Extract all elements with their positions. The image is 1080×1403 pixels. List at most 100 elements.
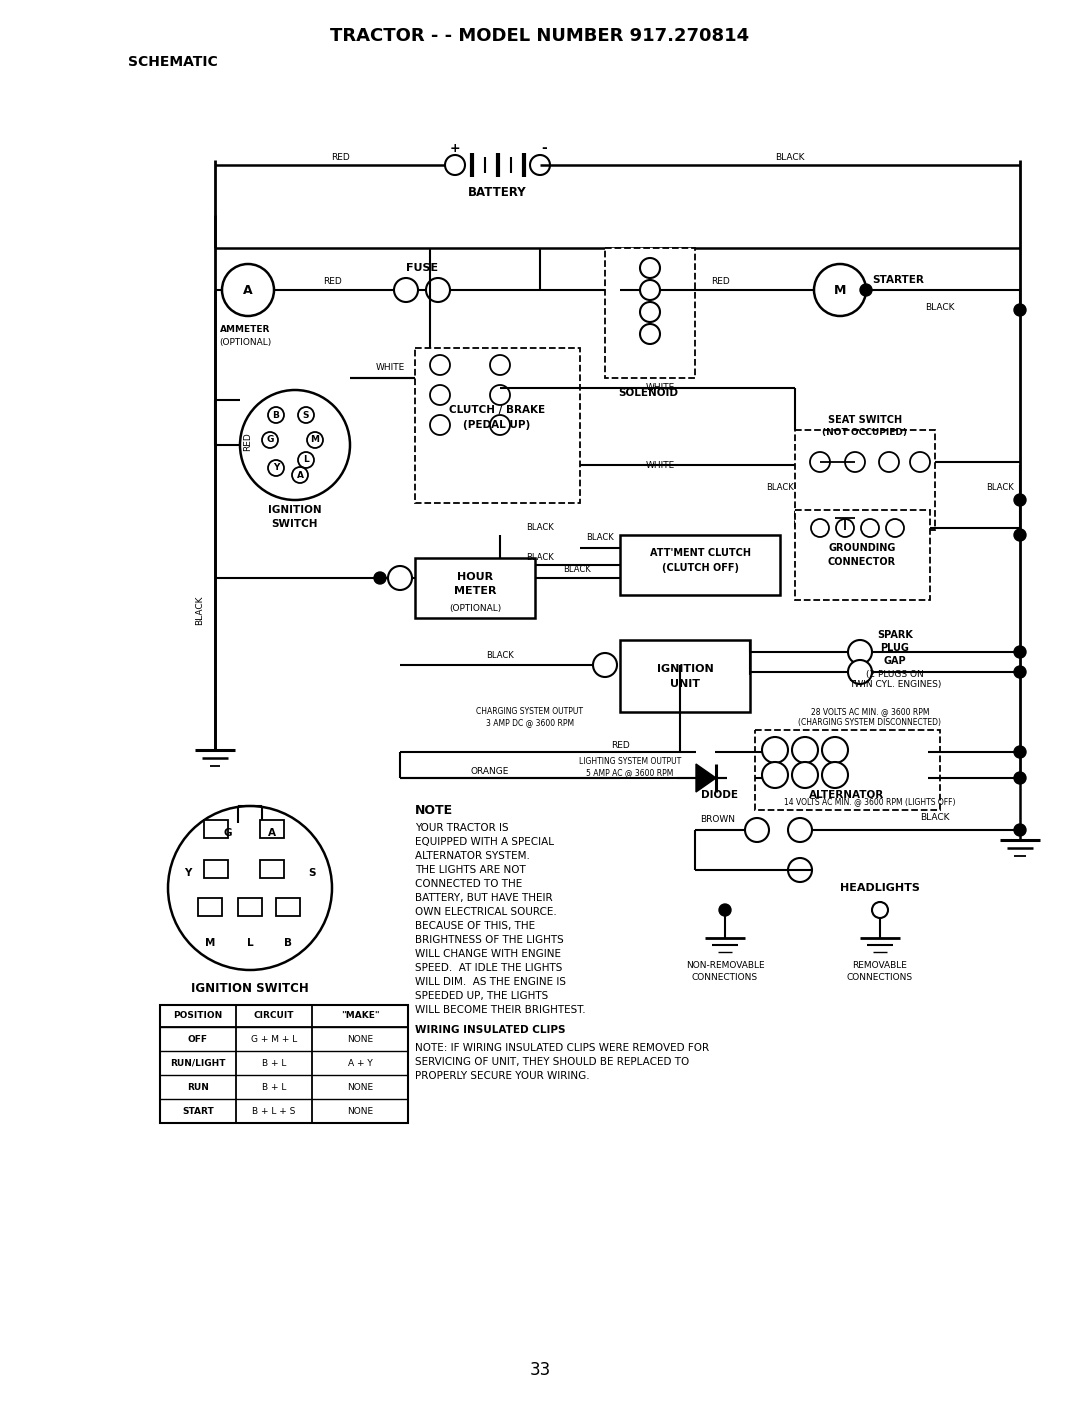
Text: OFF: OFF [188, 1034, 208, 1044]
Circle shape [762, 737, 788, 763]
Text: SERVICING OF UNIT, THEY SHOULD BE REPLACED TO: SERVICING OF UNIT, THEY SHOULD BE REPLAC… [415, 1056, 689, 1068]
Circle shape [762, 762, 788, 788]
Text: CHARGING SYSTEM OUTPUT: CHARGING SYSTEM OUTPUT [476, 707, 583, 717]
Circle shape [910, 452, 930, 471]
Text: WILL BECOME THEIR BRIGHTEST.: WILL BECOME THEIR BRIGHTEST. [415, 1005, 585, 1014]
Text: 5 AMP AC @ 3600 RPM: 5 AMP AC @ 3600 RPM [586, 769, 674, 777]
Text: ATT'MENT CLUTCH: ATT'MENT CLUTCH [649, 549, 751, 558]
Text: SWITCH: SWITCH [272, 519, 319, 529]
Text: SCHEMATIC: SCHEMATIC [129, 55, 218, 69]
Text: WILL CHANGE WITH ENGINE: WILL CHANGE WITH ENGINE [415, 948, 561, 960]
Circle shape [719, 904, 731, 916]
Polygon shape [696, 765, 716, 793]
Text: S: S [308, 868, 315, 878]
Text: RUN/LIGHT: RUN/LIGHT [171, 1058, 226, 1068]
Text: THE LIGHTS ARE NOT: THE LIGHTS ARE NOT [415, 866, 526, 875]
Circle shape [445, 154, 465, 175]
Text: FUSE: FUSE [406, 262, 438, 274]
Text: B + L: B + L [261, 1058, 286, 1068]
Text: CLUTCH / BRAKE: CLUTCH / BRAKE [449, 405, 545, 415]
Circle shape [640, 258, 660, 278]
Text: IGNITION SWITCH: IGNITION SWITCH [191, 982, 309, 995]
Text: NONE: NONE [347, 1034, 373, 1044]
Bar [415, 348, 580, 504]
Circle shape [788, 818, 812, 842]
Text: PROPERLY SECURE YOUR WIRING.: PROPERLY SECURE YOUR WIRING. [415, 1070, 590, 1080]
Bar [204, 819, 228, 838]
Text: BLACK: BLACK [920, 814, 949, 822]
Text: BLACK: BLACK [926, 303, 955, 313]
Text: START: START [183, 1107, 214, 1115]
Text: 33: 33 [529, 1361, 551, 1379]
Circle shape [430, 355, 450, 375]
Text: BLACK: BLACK [526, 522, 554, 532]
Text: A: A [268, 828, 276, 838]
Circle shape [788, 859, 812, 882]
Text: Y: Y [273, 463, 280, 473]
Bar [620, 640, 750, 711]
Text: CIRCUIT: CIRCUIT [254, 1012, 294, 1020]
Text: BLACK: BLACK [563, 564, 591, 574]
Text: RUN: RUN [187, 1083, 208, 1092]
Bar [198, 898, 222, 916]
Text: NON-REMOVABLE: NON-REMOVABLE [686, 961, 765, 969]
Text: ALTERNATOR: ALTERNATOR [809, 790, 885, 800]
Text: YOUR TRACTOR IS: YOUR TRACTOR IS [415, 824, 509, 833]
Circle shape [640, 302, 660, 323]
Text: GAP: GAP [883, 657, 906, 666]
Text: CONNECTIONS: CONNECTIONS [692, 972, 758, 982]
Text: Y: Y [185, 868, 191, 878]
Text: BROWN: BROWN [701, 815, 735, 825]
Text: AMMETER: AMMETER [220, 325, 270, 334]
Circle shape [292, 467, 308, 483]
Circle shape [530, 154, 550, 175]
Bar [795, 429, 935, 530]
Circle shape [268, 460, 284, 476]
Text: SEAT SWITCH: SEAT SWITCH [828, 415, 902, 425]
Text: B + L + S: B + L + S [253, 1107, 296, 1115]
Text: NONE: NONE [347, 1107, 373, 1115]
Text: SPEEDED UP, THE LIGHTS: SPEEDED UP, THE LIGHTS [415, 991, 549, 1000]
Bar [795, 511, 930, 600]
Bar [204, 860, 228, 878]
Text: HOUR: HOUR [457, 572, 494, 582]
Circle shape [374, 572, 386, 584]
Text: L: L [246, 939, 254, 948]
Text: DIODE: DIODE [702, 790, 739, 800]
Circle shape [810, 452, 831, 471]
Circle shape [490, 415, 510, 435]
Text: IGNITION: IGNITION [657, 664, 714, 673]
Text: WHITE: WHITE [646, 383, 675, 393]
Circle shape [593, 652, 617, 678]
Text: CONNECTIONS: CONNECTIONS [847, 972, 913, 982]
Text: WHITE: WHITE [376, 363, 405, 373]
Text: SPARK: SPARK [877, 630, 913, 640]
Text: (2 PLUGS ON: (2 PLUGS ON [866, 669, 923, 679]
Text: G + M + L: G + M + L [251, 1034, 297, 1044]
Text: CONNECTED TO THE: CONNECTED TO THE [415, 880, 523, 890]
Circle shape [640, 324, 660, 344]
Text: M: M [311, 435, 320, 445]
Text: BATTERY, BUT HAVE THEIR: BATTERY, BUT HAVE THEIR [415, 892, 553, 904]
Text: SOLENOID: SOLENOID [618, 389, 678, 398]
Circle shape [1014, 304, 1026, 316]
Circle shape [1014, 645, 1026, 658]
Text: (NOT OCCUPIED): (NOT OCCUPIED) [823, 428, 907, 436]
Text: L: L [303, 456, 309, 464]
Text: IGNITION: IGNITION [268, 505, 322, 515]
Bar [238, 898, 262, 916]
Bar [160, 1005, 408, 1122]
Text: POSITION: POSITION [174, 1012, 222, 1020]
Circle shape [222, 264, 274, 316]
Circle shape [1014, 666, 1026, 678]
Text: 3 AMP DC @ 3600 RPM: 3 AMP DC @ 3600 RPM [486, 718, 575, 728]
Text: UNIT: UNIT [670, 679, 700, 689]
Text: (OPTIONAL): (OPTIONAL) [219, 338, 271, 348]
Bar [620, 535, 780, 595]
Text: G: G [224, 828, 232, 838]
Circle shape [426, 278, 450, 302]
Text: M: M [834, 283, 847, 296]
Circle shape [822, 762, 848, 788]
Text: BLACK: BLACK [526, 554, 554, 563]
Text: BATTERY: BATTERY [468, 185, 526, 198]
